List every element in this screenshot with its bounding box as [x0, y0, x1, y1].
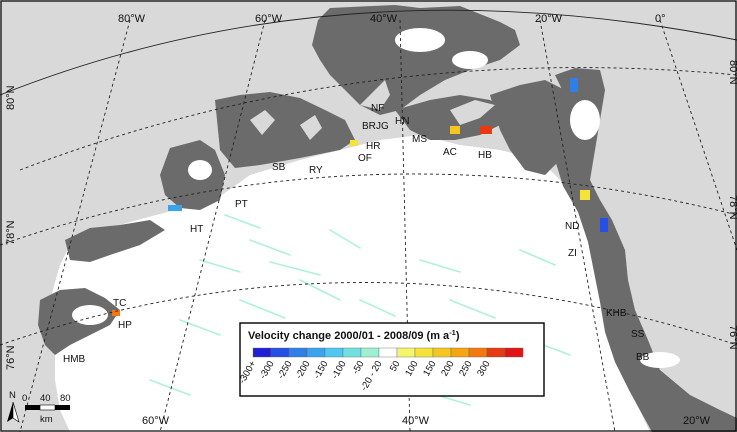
- glacier-label-jg: JG: [376, 121, 389, 132]
- legend-swatch: [306, 347, 326, 358]
- legend-swatches: [252, 347, 524, 358]
- legend-swatch: [450, 347, 470, 358]
- land-masses: [38, 5, 737, 432]
- velocity-hotspots: [112, 78, 608, 316]
- lon-label-top-4: 0°: [655, 13, 666, 25]
- glacier-label-tc: TC: [113, 298, 126, 309]
- lat-label-right-0: 80°N: [727, 60, 737, 85]
- legend-swatch: [324, 347, 344, 358]
- glacier-label-nd: ND: [565, 221, 579, 232]
- glacier-label-ms: MS: [412, 134, 427, 145]
- scale-tick-40: 40: [40, 393, 51, 404]
- glacier-label-ss: SS: [631, 329, 645, 340]
- ice-caps: [72, 28, 680, 368]
- glacier-label-zi: ZI: [568, 248, 577, 259]
- fjords: [250, 80, 495, 140]
- legend-swatch: [360, 347, 380, 358]
- north-arrow-icon: N: [7, 390, 20, 423]
- glacier-label-bb: BB: [636, 352, 650, 363]
- glacier-label-ht: HT: [190, 224, 203, 235]
- lon-label-bottom-0: 60°W: [142, 415, 170, 427]
- glacier-label-of: OF: [358, 153, 372, 164]
- glacier-label-nf: NF: [371, 103, 384, 114]
- legend-swatch: [378, 347, 398, 358]
- glacier-label-sb: SB: [272, 162, 286, 173]
- glacier-label-hn: HN: [395, 116, 409, 127]
- lat-label-right-2: 76°N: [727, 325, 737, 350]
- glacier-labels: NF BR JG HN HR OF MS AC HB SB RY PT HT T…: [63, 103, 650, 365]
- glacier-label-hp: HP: [118, 320, 132, 331]
- glacier-label-pt: PT: [235, 199, 248, 210]
- land-northwest: [215, 92, 355, 168]
- glacier-label-br: BR: [362, 121, 376, 132]
- legend-swatch: [270, 347, 290, 358]
- glacier-label-ry: RY: [309, 165, 323, 176]
- legend-swatch: [468, 347, 488, 358]
- graticule-outer-arcs: [0, 9, 737, 96]
- glacier-label-hb: HB: [478, 150, 492, 161]
- lon-label-top-0: 80°W: [118, 13, 146, 25]
- legend-swatch: [432, 347, 452, 358]
- scale-tick-80: 80: [60, 393, 71, 404]
- lat-label-left-1: 78°N: [5, 220, 17, 245]
- legend: Velocity change 2000/01 - 2008/09 (m a-1…: [237, 322, 545, 397]
- legend-swatch: [504, 347, 524, 358]
- lon-label-top-2: 40°W: [370, 13, 398, 25]
- legend-swatch: [342, 347, 362, 358]
- legend-swatch: [252, 347, 272, 358]
- scale-unit: km: [40, 414, 53, 425]
- graticule-labels: 80°W 60°W 40°W 20°W 0° 60°W 40°W 20°W 80…: [5, 13, 737, 427]
- scale-bar: 0 40 80 km: [22, 393, 71, 425]
- legend-tick-label: 50: [388, 359, 403, 374]
- lon-label-bottom-2: 20°W: [683, 415, 711, 427]
- legend-swatch: [396, 347, 416, 358]
- lat-label-left-2: 76°N: [5, 345, 17, 370]
- glacier-label-ac: AC: [443, 147, 457, 158]
- legend-swatch: [486, 347, 506, 358]
- legend-swatch: [288, 347, 308, 358]
- lat-label-right-1: 78°N: [727, 195, 737, 220]
- lat-label-left-0: 80°N: [5, 85, 17, 110]
- legend-box: [239, 322, 545, 397]
- glacier-label-hmb: HMB: [63, 354, 86, 365]
- north-label: N: [9, 390, 16, 401]
- glacier-label-khb: KHB: [606, 308, 627, 319]
- scale-tick-0: 0: [22, 393, 27, 404]
- land-east-peninsula: [490, 80, 575, 175]
- land-southwest: [65, 220, 165, 262]
- lon-label-top-3: 20°W: [535, 13, 563, 25]
- lon-label-bottom-1: 40°W: [402, 415, 430, 427]
- land-north-coast: [312, 5, 520, 115]
- legend-swatch: [414, 347, 434, 358]
- glacier-label-hr: HR: [366, 141, 380, 152]
- lon-label-top-1: 60°W: [255, 13, 283, 25]
- legend-title: Velocity change 2000/01 - 2008/09 (m a-1…: [248, 328, 460, 342]
